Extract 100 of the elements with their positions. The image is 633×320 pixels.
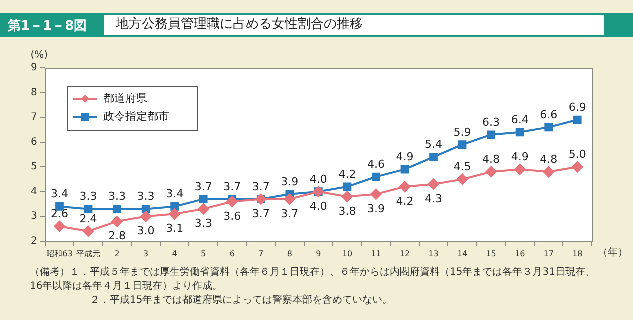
point	[54, 221, 66, 232]
point	[113, 205, 122, 214]
data-label: 2.4	[80, 212, 98, 226]
x-tick-label: 2	[114, 249, 120, 258]
chart-subtitle: 第1－1－8図	[8, 18, 88, 35]
point	[343, 182, 352, 192]
data-label: 4.0	[310, 200, 328, 213]
x-tick-label: 4	[172, 249, 178, 258]
point	[370, 188, 382, 200]
x-tick-label: 9	[316, 249, 322, 258]
x-tick-label: 14	[457, 249, 468, 258]
data-label: 2.6	[51, 208, 68, 221]
x-tick-label: 8	[287, 249, 292, 258]
point	[372, 172, 380, 182]
data-label: 3.4	[166, 188, 184, 201]
point	[458, 140, 467, 149]
y-tick-label: 6	[30, 136, 38, 148]
data-label: 5.9	[454, 126, 472, 139]
data-label: 4.2	[396, 194, 414, 208]
x-tick-label: 6	[230, 249, 235, 258]
point	[169, 208, 180, 220]
data-label: 6.4	[511, 113, 529, 126]
data-label: 3.3	[137, 190, 155, 204]
y-axis-title: (%)	[30, 50, 48, 61]
x-tick-label: 13	[428, 249, 439, 258]
point	[199, 195, 208, 204]
data-label: 4.8	[482, 153, 500, 166]
x-tick-label: 15	[486, 249, 496, 258]
data-label: 3.8	[338, 204, 356, 218]
data-label: 3.4	[51, 188, 68, 201]
data-label: 4.2	[338, 168, 356, 181]
point	[140, 211, 152, 222]
data-label: 3.3	[108, 190, 126, 204]
data-label: 3.7	[194, 180, 212, 194]
data-label: 3.9	[281, 175, 299, 188]
x-tick-label: 7	[258, 249, 264, 258]
x-axis-title: （年）	[598, 246, 628, 258]
point	[487, 130, 496, 140]
data-label: 4.0	[310, 172, 328, 186]
point	[170, 202, 180, 211]
y-tick-label: 7	[30, 112, 38, 124]
data-label: 3.7	[252, 180, 270, 194]
point	[486, 166, 497, 178]
x-tick-label: 17	[544, 249, 554, 258]
legend-label: 政令指定都市	[103, 110, 170, 123]
x-tick-label: 18	[572, 249, 583, 258]
point	[342, 191, 353, 202]
y-tick-label: 3	[30, 211, 38, 222]
x-tick-label: 11	[371, 249, 382, 258]
y-tick-label: 5	[30, 162, 38, 173]
data-label: 3.3	[194, 217, 212, 230]
data-label: 3.7	[281, 207, 299, 220]
point	[83, 226, 94, 237]
point	[84, 205, 93, 214]
point	[399, 181, 410, 192]
data-label: 4.8	[540, 153, 558, 166]
chart-title: 地方公務員管理職に占める女性割合の推移	[104, 15, 604, 35]
data-label: 3.7	[252, 207, 270, 220]
y-tick-label: 8	[30, 87, 38, 98]
data-label: 6.6	[540, 108, 558, 122]
point	[142, 205, 150, 214]
data-label: 4.5	[454, 160, 472, 174]
data-label: 4.3	[425, 192, 443, 206]
text: ２．平成15年までは都道府県によっては警察本部を含めていない。	[89, 294, 394, 308]
data-label: 5.0	[568, 148, 586, 162]
point	[573, 116, 582, 124]
data-label: 4.6	[367, 158, 385, 171]
point	[198, 204, 210, 215]
x-tick-label: 16	[514, 249, 526, 258]
point	[514, 164, 526, 176]
point	[457, 174, 468, 185]
y-tick-label: 4	[30, 186, 38, 198]
point	[112, 216, 123, 228]
x-tick-label: 昭和63	[46, 249, 73, 258]
y-tick-label: 9	[30, 62, 38, 74]
point	[516, 128, 524, 137]
data-label: 3.0	[137, 224, 155, 238]
x-tick-label: 5	[201, 249, 206, 258]
data-label: 3.6	[224, 210, 242, 223]
data-label: 3.9	[367, 202, 385, 216]
text: （備考）１．平成５年までは厚生労働省資料（各年６月１日現在）、６年からは内閣府資料（15年までは各年３月31日現在、16年以降は各年４月１日現在）より作成。	[30, 266, 596, 294]
y-tick-label: 2	[30, 236, 38, 247]
x-tick-label: 10	[342, 249, 353, 258]
data-label: 6.9	[568, 101, 586, 114]
point	[400, 165, 410, 174]
data-label: 3.3	[80, 190, 98, 204]
data-label: 4.9	[396, 150, 414, 164]
legend-label: 都道府県	[103, 92, 148, 105]
data-label: 2.8	[108, 230, 126, 243]
data-label: 3.7	[224, 180, 242, 194]
point	[572, 162, 584, 173]
data-label: 6.3	[482, 116, 500, 129]
point	[284, 194, 296, 205]
data-label: 3.1	[166, 222, 184, 236]
point	[226, 196, 238, 208]
point	[428, 178, 440, 190]
data-label: 5.4	[425, 138, 443, 152]
x-tick-label: 12	[400, 249, 410, 258]
x-tick-label: 3	[144, 249, 149, 258]
data-label: 4.9	[511, 150, 529, 164]
